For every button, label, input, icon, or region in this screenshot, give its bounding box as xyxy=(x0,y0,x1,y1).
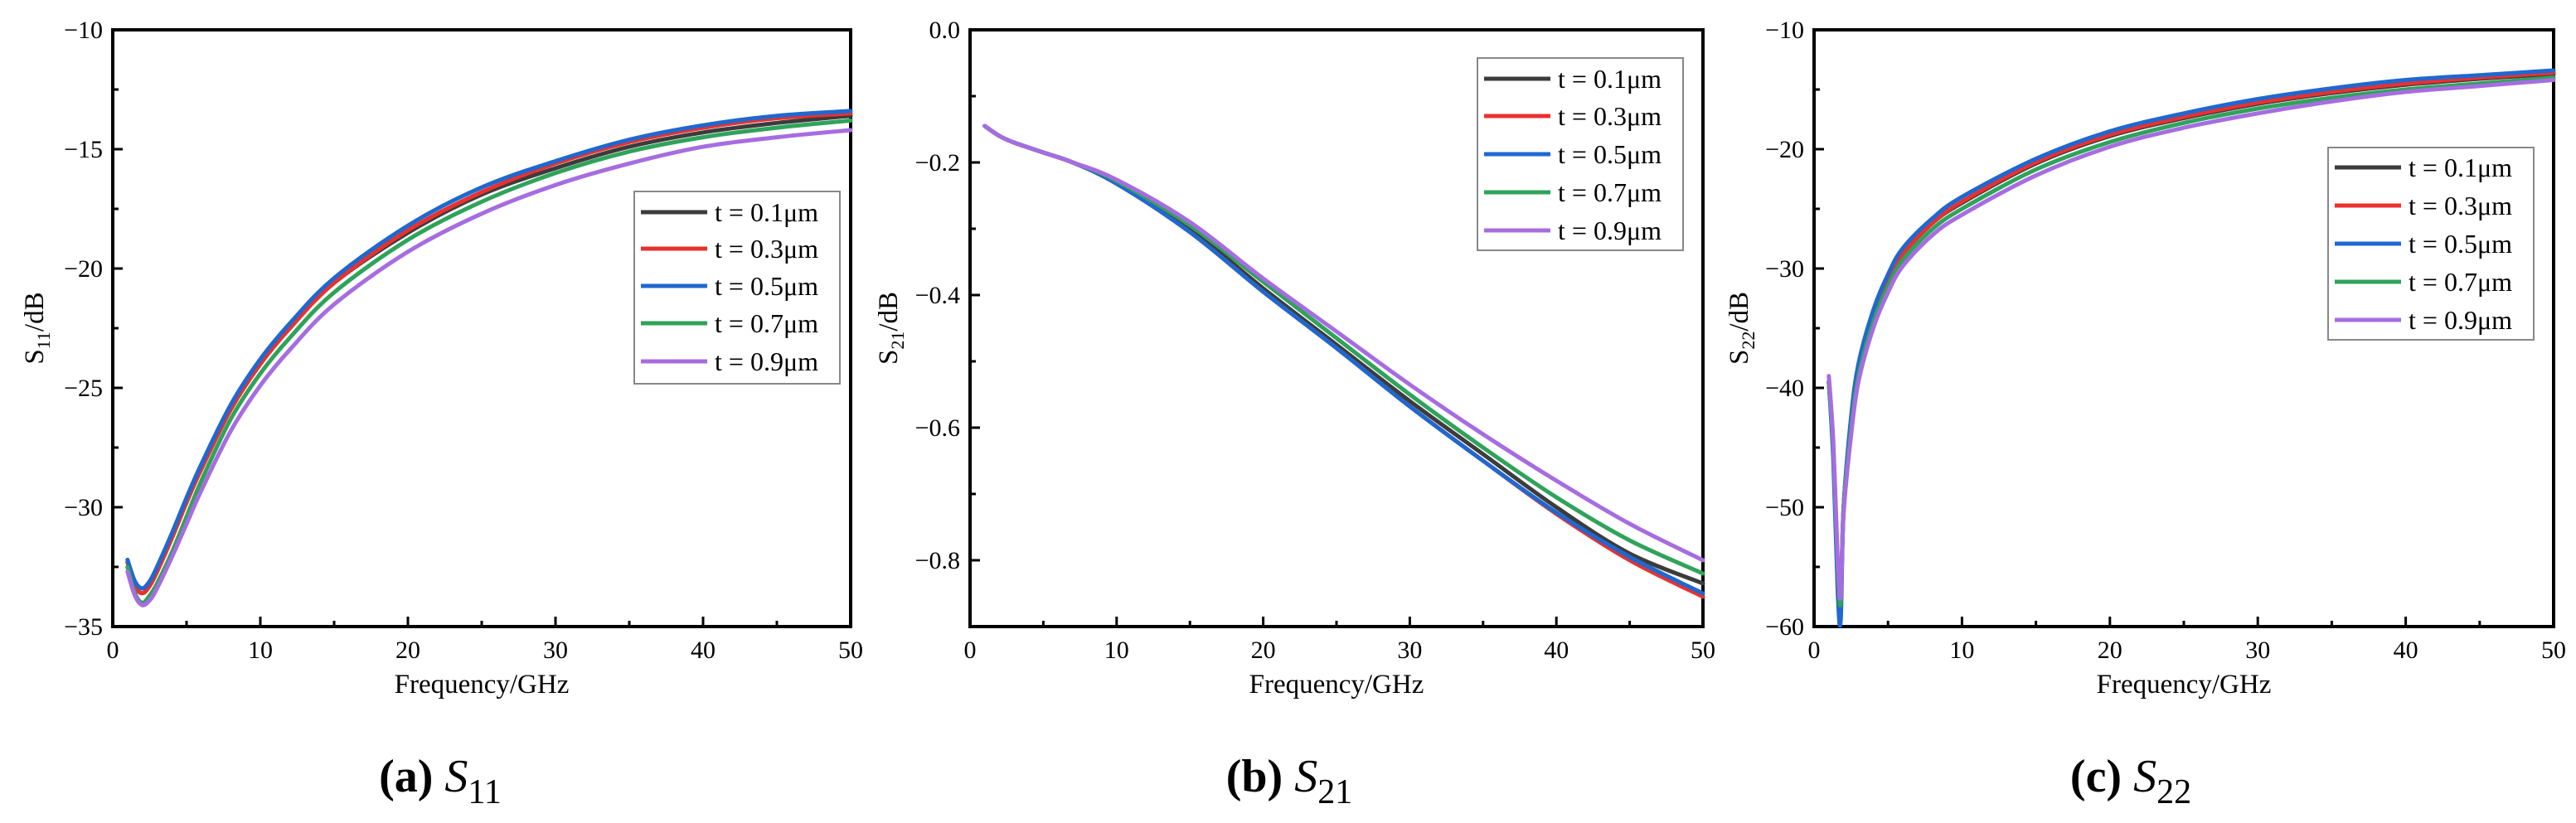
x-axis-label: Frequency/GHz xyxy=(395,670,570,700)
x-axis-label: Frequency/GHz xyxy=(1249,670,1424,700)
legend: t = 0.1μm t = 0.3μm t = 0.5μm t = 0.7μm … xyxy=(633,191,841,385)
y-tick-label: −25 xyxy=(64,375,103,402)
series-line xyxy=(125,118,853,605)
x-tick-label: 0 xyxy=(107,637,119,664)
legend-entry: t = 0.3μm xyxy=(1484,101,1662,131)
legend-entry: t = 0.1μm xyxy=(1484,64,1662,94)
ticks-layer: 0 10 20 30 40 50 −0.8 −0.6 −0.4 −0.2 0.0 xyxy=(915,17,1715,664)
legend-label: t = 0.1μm xyxy=(2409,152,2512,182)
legend-label: t = 0.9μm xyxy=(1558,215,1662,245)
y-tick-label: −0.8 xyxy=(915,547,960,574)
legend-label: t = 0.5μm xyxy=(2409,229,2512,259)
caption: (a) S11 xyxy=(379,751,502,811)
series-line xyxy=(125,111,853,596)
y-tick-label: −10 xyxy=(1765,17,1804,44)
y-tick-label: −60 xyxy=(1765,613,1804,641)
legend-entry: t = 0.5μm xyxy=(2335,229,2512,259)
series-line xyxy=(125,109,853,591)
series-layer xyxy=(1826,68,2556,628)
x-tick-label: 40 xyxy=(2394,637,2418,664)
y-tick-label: 0.0 xyxy=(929,17,961,44)
x-tick-label: 10 xyxy=(248,637,273,664)
x-tick-label: 0 xyxy=(1808,637,1821,664)
caption: (c) S22 xyxy=(2070,751,2191,811)
y-tick-label: −50 xyxy=(1765,494,1804,521)
series-line xyxy=(1826,78,2556,601)
y-tick-label: −10 xyxy=(64,17,103,44)
legend-entry: t = 0.3μm xyxy=(2335,191,2512,220)
series-layer xyxy=(982,123,1705,599)
legend-entry: t = 0.7μm xyxy=(641,308,818,338)
y-tick-label: −20 xyxy=(1765,136,1804,163)
x-tick-label: 10 xyxy=(1949,637,1974,664)
legend-entry: t = 0.1μm xyxy=(2335,152,2512,182)
legend-label: t = 0.7μm xyxy=(1558,177,1662,207)
legend-label: t = 0.3μm xyxy=(715,234,818,264)
panel-s11: 0 10 20 30 40 50 −35 −30 −25 −20 −15 −10 Frequency/… xyxy=(20,17,863,811)
y-tick-label: −20 xyxy=(64,255,103,283)
x-axis-label: Frequency/GHz xyxy=(2097,670,2272,700)
x-tick-label: 30 xyxy=(1397,637,1422,664)
legend-entry: t = 0.9μm xyxy=(1484,215,1662,245)
y-tick-label: −15 xyxy=(64,136,103,163)
legend-entry: t = 0.7μm xyxy=(2335,267,2512,297)
y-tick-label: −0.6 xyxy=(915,414,960,442)
x-tick-label: 40 xyxy=(1544,637,1569,664)
x-tick-label: 40 xyxy=(691,637,716,664)
x-tick-label: 50 xyxy=(2541,637,2566,664)
legend-entry: t = 0.1μm xyxy=(641,197,818,227)
ticks-layer: 0 10 20 30 40 50 −35 −30 −25 −20 −15 −10 xyxy=(64,17,863,664)
panel-s21: 0 10 20 30 40 50 −0.8 −0.6 −0.4 −0.2 0.0 Frequency… xyxy=(874,17,1715,811)
panel-s22: 0 10 20 30 40 50 −60 −50 −40 −30 −20 −10 Frequency/… xyxy=(1725,17,2566,811)
caption: (b) S21 xyxy=(1226,751,1352,811)
legend-entry: t = 0.9μm xyxy=(641,346,818,376)
y-axis-label: S21/dB xyxy=(874,292,908,365)
series-layer xyxy=(125,109,853,608)
legend-label: t = 0.3μm xyxy=(2409,191,2512,220)
legend-entry: t = 0.9μm xyxy=(2335,305,2512,335)
series-line xyxy=(982,123,1705,563)
legend: t = 0.1μm t = 0.3μm t = 0.5μm t = 0.7μm … xyxy=(1477,57,1684,251)
y-tick-label: −0.2 xyxy=(915,149,960,177)
x-tick-label: 10 xyxy=(1104,637,1129,664)
legend-label: t = 0.5μm xyxy=(1558,139,1662,169)
x-tick-label: 50 xyxy=(838,637,863,664)
x-tick-label: 20 xyxy=(1251,637,1276,664)
legend-label: t = 0.1μm xyxy=(1558,64,1662,94)
series-line xyxy=(1826,75,2556,608)
x-tick-label: 0 xyxy=(964,637,977,664)
y-tick-label: −40 xyxy=(1765,375,1804,402)
legend-label: t = 0.1μm xyxy=(715,197,818,227)
x-tick-label: 20 xyxy=(2098,637,2122,664)
y-axis-label: S11/dB xyxy=(20,292,54,364)
legend-entry: t = 0.7μm xyxy=(1484,177,1662,207)
x-tick-label: 30 xyxy=(2245,637,2270,664)
series-line xyxy=(1826,68,2556,628)
legend-label: t = 0.9μm xyxy=(715,346,818,376)
y-tick-label: −0.4 xyxy=(915,282,960,309)
legend-entry: t = 0.5μm xyxy=(1484,139,1662,169)
legend-entry: t = 0.3μm xyxy=(641,234,818,264)
x-tick-label: 50 xyxy=(1691,637,1715,664)
y-tick-label: −30 xyxy=(1765,255,1804,283)
y-axis-label: S22/dB xyxy=(1725,292,1759,365)
legend-label: t = 0.9μm xyxy=(2409,305,2512,335)
y-tick-label: −35 xyxy=(64,613,103,641)
legend-entry: t = 0.5μm xyxy=(641,271,818,301)
x-tick-label: 20 xyxy=(395,637,420,664)
ticks-layer: 0 10 20 30 40 50 −60 −50 −40 −30 −20 −10 xyxy=(1765,17,2566,664)
legend-label: t = 0.3μm xyxy=(1558,101,1662,131)
legend-label: t = 0.7μm xyxy=(2409,267,2512,297)
legend-label: t = 0.7μm xyxy=(715,308,818,338)
legend: t = 0.1μm t = 0.3μm t = 0.5μm t = 0.7μm … xyxy=(2327,147,2535,341)
legend-label: t = 0.5μm xyxy=(715,271,818,301)
series-line xyxy=(125,128,853,608)
y-tick-label: −30 xyxy=(64,494,103,521)
x-tick-label: 30 xyxy=(543,637,568,664)
